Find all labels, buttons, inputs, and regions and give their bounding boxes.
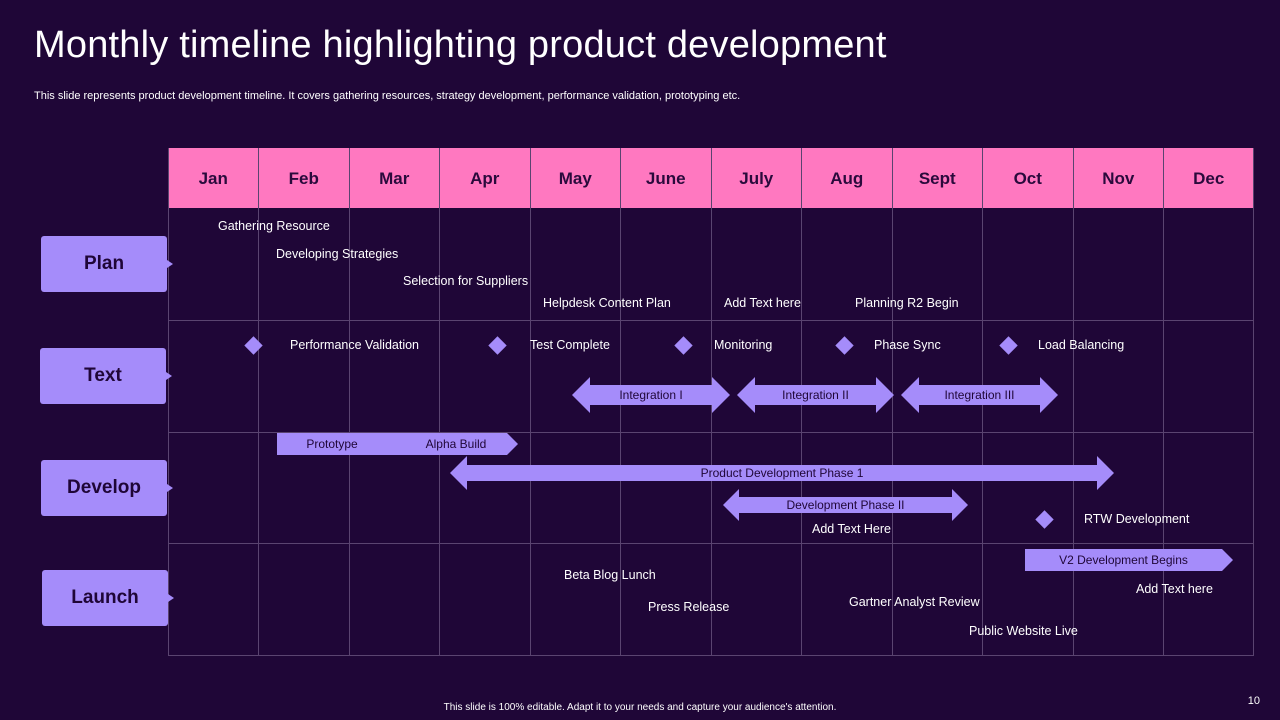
month-may: May bbox=[558, 169, 592, 188]
month-dec: Dec bbox=[1193, 169, 1225, 188]
row-label-plan: Plan bbox=[41, 236, 173, 292]
pd2-label: Development Phase II bbox=[786, 498, 905, 512]
product-dev-phase1-arrow: Product Development Phase 1 bbox=[450, 456, 1114, 490]
month-feb: Feb bbox=[288, 169, 319, 188]
text-monitor: Monitoring bbox=[714, 338, 773, 352]
page-number: 10 bbox=[1247, 695, 1260, 707]
double-arrow-icon bbox=[901, 377, 1058, 413]
grid-line bbox=[168, 543, 1254, 544]
integration-3-arrow: Integration III bbox=[901, 377, 1058, 413]
prototype-label: Prototype bbox=[306, 437, 358, 451]
text-perf: Performance Validation bbox=[290, 338, 420, 352]
v2-label: V2 Development Begins bbox=[1059, 553, 1188, 567]
grid-line bbox=[168, 432, 1254, 433]
plan-strategies: Developing Strategies bbox=[276, 247, 399, 261]
double-arrow-icon bbox=[450, 456, 1114, 490]
month-aug: Aug bbox=[830, 169, 864, 188]
grid-line bbox=[168, 655, 1254, 656]
month-july: July bbox=[739, 169, 774, 188]
month-nov: Nov bbox=[1102, 169, 1135, 188]
grid-line bbox=[349, 148, 350, 656]
plan-suppliers: Selection for Suppliers bbox=[403, 274, 529, 288]
right-arrow-icon bbox=[1025, 549, 1233, 571]
integration-2-arrow: Integration II bbox=[737, 377, 894, 413]
launch-public: Public Website Live bbox=[969, 624, 1078, 638]
grid-line bbox=[530, 148, 531, 656]
double-arrow-icon bbox=[572, 377, 730, 413]
row-label-text: Text bbox=[40, 348, 172, 404]
alpha-label: Alpha Build bbox=[425, 437, 487, 451]
integration-2-label: Integration II bbox=[782, 388, 849, 402]
plan-r2: Planning R2 Begin bbox=[855, 296, 959, 310]
grid-line bbox=[1163, 148, 1164, 656]
grid-line bbox=[1073, 148, 1074, 656]
month-june: June bbox=[645, 169, 686, 188]
grid-line bbox=[168, 320, 1254, 321]
plan-helpdesk: Helpdesk Content Plan bbox=[543, 296, 671, 310]
double-arrow-icon bbox=[723, 489, 968, 521]
launch-beta: Beta Blog Lunch bbox=[564, 568, 656, 582]
develop-addtext: Add Text Here bbox=[812, 522, 891, 536]
grid-line bbox=[168, 148, 169, 656]
timeline-grid: Jan Feb Mar Apr May June July Aug Sept O… bbox=[168, 148, 1254, 656]
grid-line bbox=[439, 148, 440, 656]
double-arrow-icon bbox=[737, 377, 894, 413]
grid-line bbox=[258, 148, 259, 656]
grid-line bbox=[1253, 148, 1254, 656]
text-phase-sync: Phase Sync bbox=[874, 338, 941, 352]
grid-line bbox=[892, 148, 893, 656]
month-jan: Jan bbox=[198, 169, 228, 188]
integration-3-label: Integration III bbox=[944, 388, 1015, 402]
text-test: Test Complete bbox=[530, 338, 610, 352]
month-oct: Oct bbox=[1013, 169, 1042, 188]
month-mar: Mar bbox=[379, 169, 410, 188]
row-label-launch: Launch bbox=[42, 570, 174, 626]
prototype-alpha-arrow: Prototype Alpha Build bbox=[277, 433, 518, 455]
develop-rtw: RTW Development bbox=[1084, 512, 1190, 526]
launch-gartner: Gartner Analyst Review bbox=[849, 595, 980, 609]
dev-phase2-arrow: Development Phase II bbox=[723, 489, 968, 521]
footer-note: This slide is 100% editable. Adapt it to… bbox=[443, 702, 837, 713]
right-arrow-icon bbox=[277, 433, 518, 455]
plan-gathering: Gathering Resource bbox=[218, 219, 330, 233]
integration-1-arrow: Integration I bbox=[572, 377, 730, 413]
row-label-develop: Develop bbox=[41, 460, 173, 516]
v2-dev-arrow: V2 Development Begins bbox=[1025, 549, 1233, 571]
month-sept: Sept bbox=[918, 169, 956, 188]
launch-addtext: Add Text here bbox=[1136, 582, 1213, 596]
page-subtitle: This slide represents product developmen… bbox=[34, 90, 741, 102]
page-title: Monthly timeline highlighting product de… bbox=[34, 24, 887, 66]
launch-press: Press Release bbox=[648, 600, 730, 614]
text-load: Load Balancing bbox=[1038, 338, 1125, 352]
pd1-label: Product Development Phase 1 bbox=[700, 466, 864, 480]
plan-addtext: Add Text here bbox=[724, 296, 801, 310]
month-apr: Apr bbox=[470, 169, 500, 188]
integration-1-label: Integration I bbox=[619, 388, 683, 402]
